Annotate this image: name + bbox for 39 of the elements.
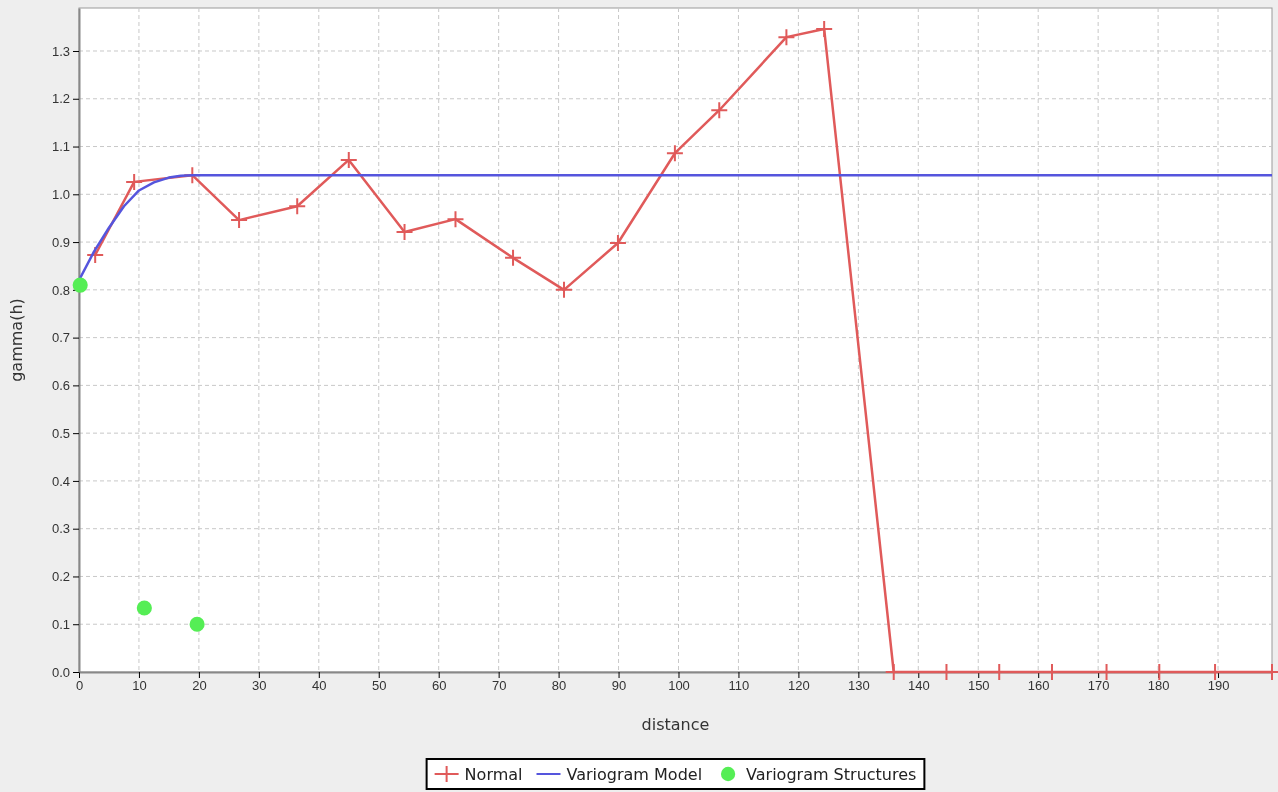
- x-tick-label: 80: [551, 678, 567, 694]
- y-tick-label: 0.2: [51, 569, 70, 585]
- x-tick-label: 190: [1207, 678, 1230, 694]
- x-tick-label: 50: [372, 678, 387, 694]
- y-tick-label: 0.8: [51, 282, 70, 298]
- y-tick-label: 0.4: [51, 473, 70, 489]
- x-tick-label: 100: [668, 678, 690, 694]
- x-tick-label: 10: [132, 678, 147, 694]
- x-tick-label: 90: [611, 678, 627, 694]
- x-axis-title: distance: [641, 715, 710, 734]
- x-tick-label: 60: [431, 678, 447, 694]
- x-tick-label: 160: [1027, 678, 1050, 694]
- x-tick-label: 20: [192, 678, 207, 694]
- y-tick-label: 0.1: [51, 616, 70, 632]
- x-tick-label: 130: [848, 678, 870, 694]
- y-axis-title: gamma(h): [7, 298, 26, 382]
- y-tick-label: 1.3: [51, 43, 70, 59]
- y-tick-label: 1.1: [51, 139, 70, 155]
- x-tick-label: 150: [967, 678, 990, 694]
- y-tick-label: 0.6: [51, 378, 70, 394]
- y-tick-label: 1.2: [51, 91, 70, 107]
- x-tick-label: 180: [1147, 678, 1170, 694]
- y-tick-label: 0.9: [51, 234, 70, 250]
- x-tick-label: 170: [1087, 678, 1110, 694]
- legend-label: Normal: [464, 765, 523, 784]
- x-tick-label: 0: [75, 678, 84, 694]
- x-tick-label: 140: [907, 678, 930, 694]
- x-tick-label: 120: [788, 678, 810, 694]
- y-tick-label: 0.7: [51, 330, 70, 346]
- x-tick-label: 30: [252, 678, 267, 694]
- x-tick-label: 110: [728, 678, 750, 694]
- y-tick-label: 0.0: [51, 664, 70, 680]
- x-tick-label: 40: [312, 678, 327, 694]
- y-tick-label: 1.0: [51, 186, 70, 202]
- x-tick-label: 70: [491, 678, 507, 694]
- y-tick-label: 0.3: [51, 521, 70, 537]
- y-tick-label: 0.5: [51, 425, 70, 441]
- legend-label: Variogram Structures: [746, 765, 917, 784]
- legend-label: Variogram Model: [566, 765, 703, 784]
